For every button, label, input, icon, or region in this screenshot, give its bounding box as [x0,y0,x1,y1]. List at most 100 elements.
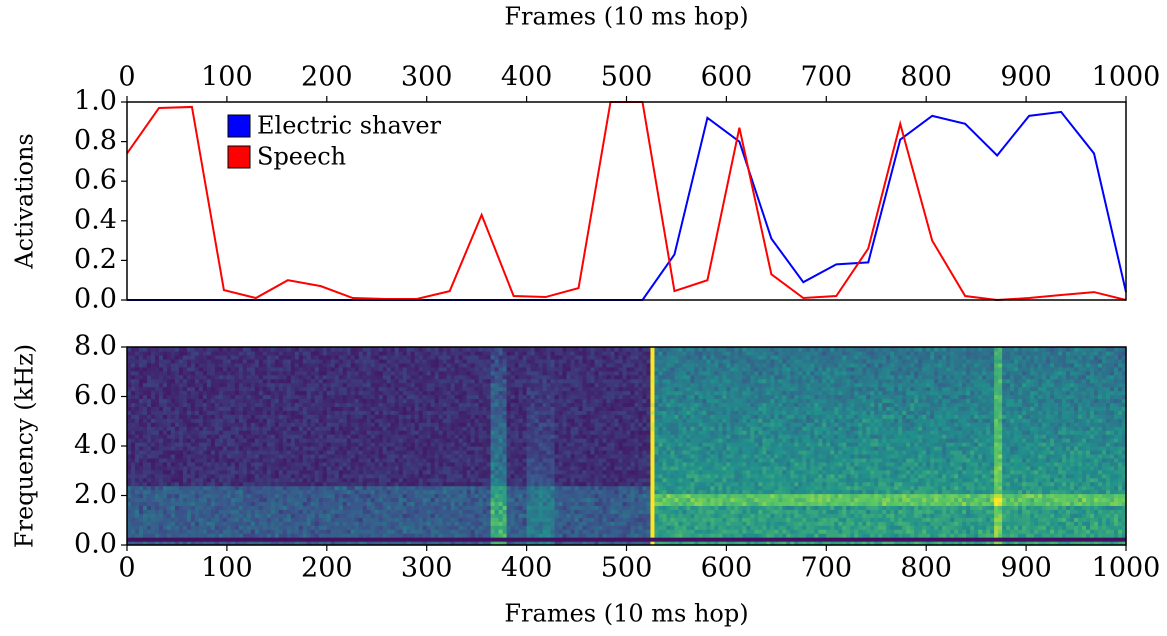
spectrogram-cell [351,351,356,356]
spectrogram-cell [383,446,388,451]
spectrogram-cell [379,446,384,451]
spectrogram-cell [483,501,488,506]
spectrogram-cell [283,517,288,522]
spectrogram-cell [499,430,504,435]
spectrogram-cell [159,494,164,499]
spectrogram-cell [143,371,148,376]
spectrogram-cell [423,517,428,522]
spectrogram-cell [259,458,264,463]
spectrogram-cell [227,470,232,475]
spectrogram-cell [179,375,184,380]
spectrogram-cell [475,470,480,475]
spectrogram-cell [491,537,496,542]
spectrogram-cell [447,470,452,475]
spectrogram-cell [271,371,276,376]
spectrogram-cell [339,494,344,499]
spectrogram-cell [371,497,376,502]
spectrogram-cell [439,422,444,427]
spectrogram-cell [251,454,256,459]
spectrogram-cell [279,450,284,455]
spectrogram-cell [515,355,520,360]
spectrogram-cell [331,521,336,526]
spectrogram-cell [351,442,356,447]
spectrogram-cell [379,517,384,522]
spectrogram-cell [371,395,376,400]
spectrogram-cell [499,414,504,419]
spectrogram-cell [363,426,368,431]
spectrogram-cell [275,406,280,411]
spectrogram-cell [179,383,184,388]
spectrogram-cell [343,395,348,400]
spectrogram-cell [499,497,504,502]
spectrogram-cell [163,513,168,518]
spectrogram-cell [391,414,396,419]
spectrogram-cell [443,462,448,467]
spectrogram-cell [255,501,260,506]
spectrogram-cell [455,422,460,427]
spectrogram-cell [223,375,228,380]
spectrogram-cell [219,375,224,380]
spectrogram-cell [167,513,172,518]
spectrogram-cell [495,482,500,487]
spectrogram-cell [171,533,176,538]
spectrogram-cell [355,426,360,431]
spectrogram-cell [491,430,496,435]
spectrogram-cell [383,466,388,471]
spectrogram-cell [283,359,288,364]
spectrogram-cell [415,509,420,514]
spectrogram-cell [151,391,156,396]
spectrogram-cell [211,513,216,518]
spectrogram-cell [363,371,368,376]
spectrogram-cell [239,478,244,483]
spectrogram-cell [515,454,520,459]
spectrogram-cell [299,395,304,400]
spectrogram-cell [179,525,184,530]
spectrogram-cell [419,462,424,467]
spectrogram-cell [255,430,260,435]
spectrogram-cell [155,438,160,443]
spectrogram-cell [359,486,364,491]
spectrogram-cell [311,426,316,431]
spectrogram-cell [307,478,312,483]
spectrogram-cell [439,383,444,388]
spectrogram-cell [375,434,380,439]
spectrogram-cell [259,359,264,364]
spectrogram-cell [359,513,364,518]
spectrogram-cell [223,355,228,360]
spectrogram-cell [203,470,208,475]
spectrogram-cell [475,371,480,376]
spectrogram-cell [479,521,484,526]
spectrogram-cell [495,458,500,463]
spectrogram-cell [287,494,292,499]
spectrogram-cell [407,446,412,451]
spectrogram-cell [251,430,256,435]
spectrogram-cell [287,359,292,364]
spectrogram-cell [455,482,460,487]
spectrogram-cell [211,458,216,463]
spectrogram-cell [395,490,400,495]
spectrogram-cell [251,351,256,356]
spectrogram-cell [215,521,220,526]
spectrogram-cell [399,375,404,380]
spectrogram-cell [151,438,156,443]
spectrogram-cell [519,398,524,403]
spectrogram-cell [179,414,184,419]
spectrogram-cell [367,486,372,491]
spectrogram-cell [503,454,508,459]
spectrogram-cell [267,478,272,483]
spectrogram-cell [503,470,508,475]
spectrogram-cell [319,426,324,431]
spectrogram-cell [407,494,412,499]
spectrogram-cell [283,426,288,431]
spectrogram-cell [419,402,424,407]
spectrogram-cell [167,406,172,411]
spectrogram-cell [503,505,508,510]
spectrogram-cell [211,395,216,400]
spectrogram-cell [363,517,368,522]
spectrogram-cell [175,371,180,376]
spectrogram-cell [219,418,224,423]
spectrogram-cell [511,462,516,467]
spectrogram-cell [455,363,460,368]
spectrogram-cell [235,458,240,463]
spectrogram-cell [323,430,328,435]
